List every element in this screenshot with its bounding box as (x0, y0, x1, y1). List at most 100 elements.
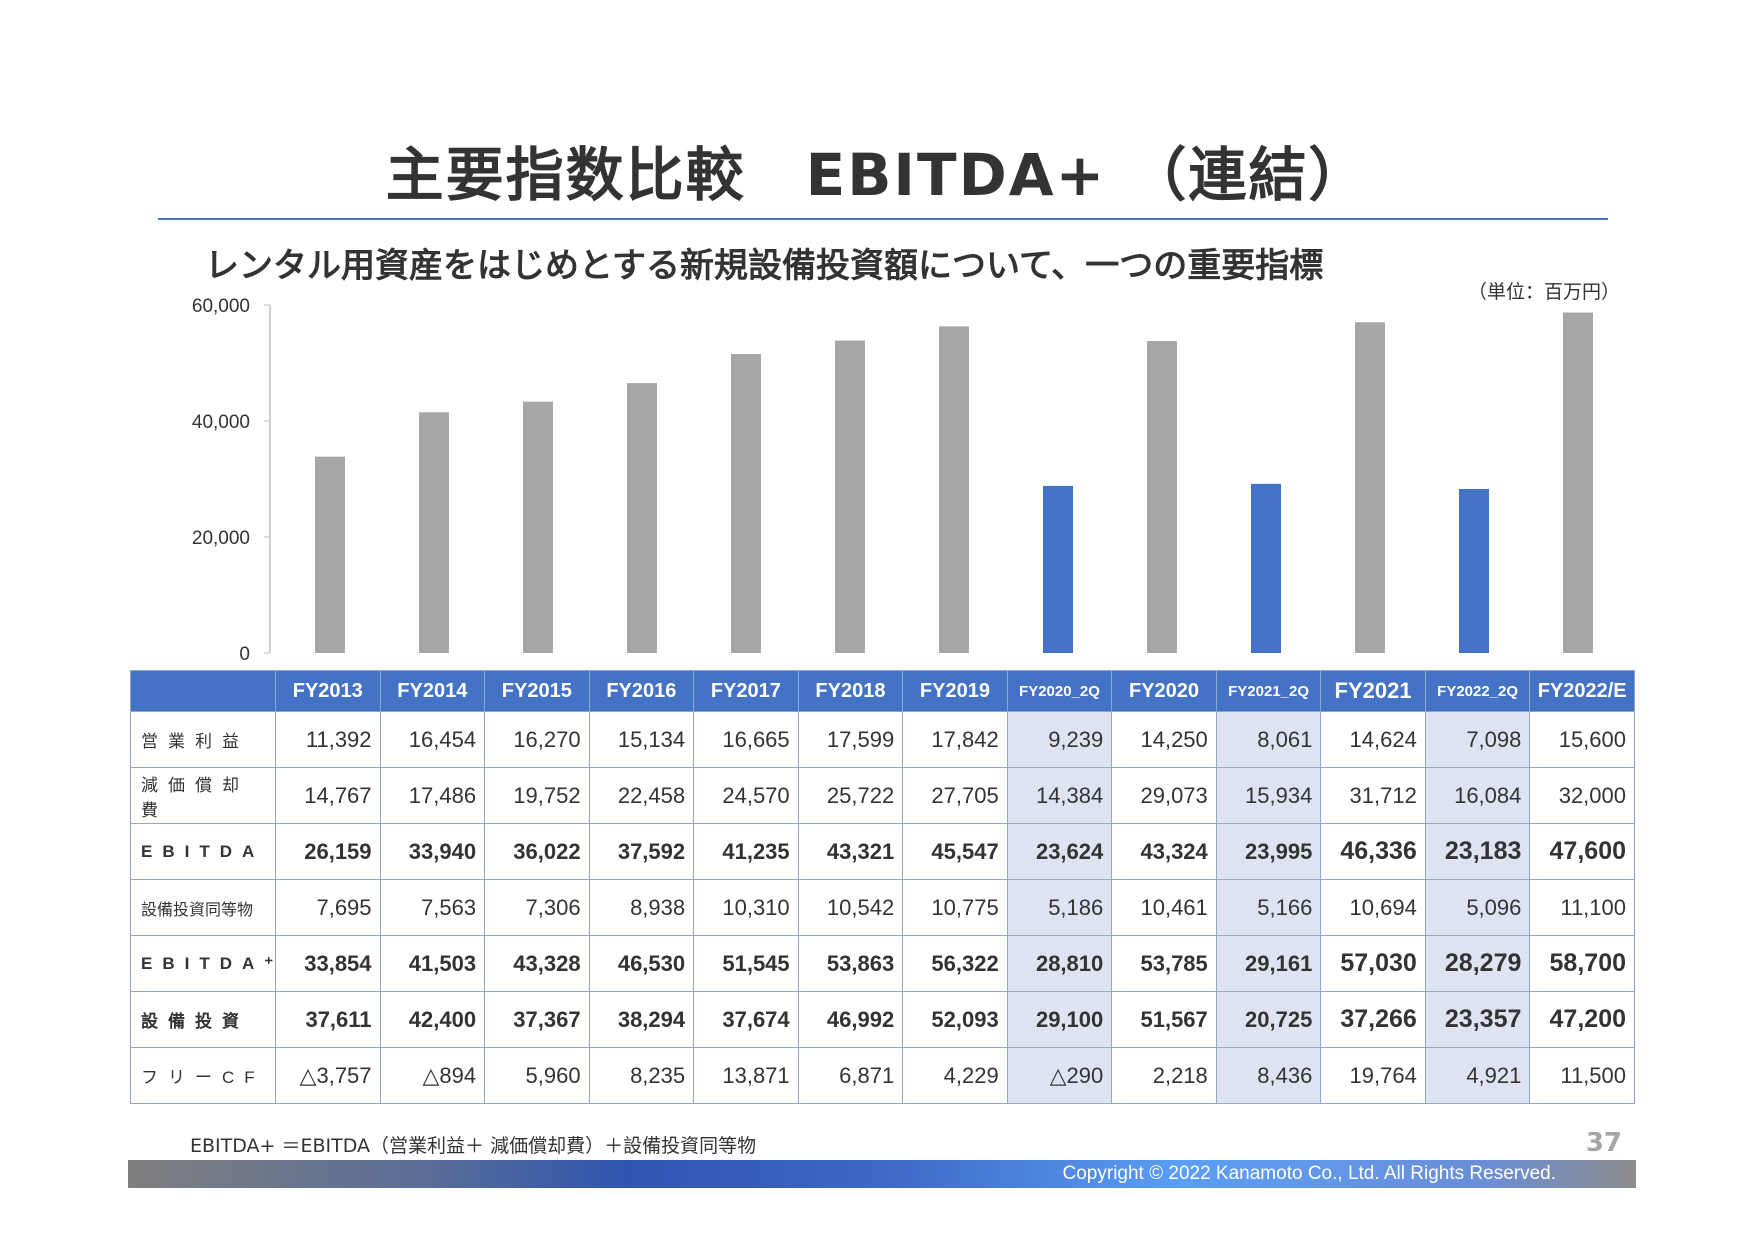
col-header-FY2019: FY2019 (902, 670, 1008, 712)
title-divider (158, 218, 1608, 220)
table-cell: 37,367 (484, 991, 590, 1048)
bar-FY2016 (627, 383, 657, 653)
table-cell: 46,992 (797, 991, 904, 1048)
table-cell: 24,570 (693, 767, 799, 824)
table-header-row: FY2013 FY2014 FY2015 FY2016 FY2017 FY2018 FY20… (130, 670, 1635, 712)
table-cell: 7,098 (1424, 711, 1531, 768)
table-cell: 10,694 (1320, 879, 1426, 936)
bar-FY2021 (1355, 322, 1385, 653)
table-cell: 16,270 (484, 711, 590, 768)
table-cell: 45,547 (902, 823, 1008, 880)
table-cell: 4,921 (1424, 1047, 1531, 1104)
col-header-FY2018: FY2018 (797, 670, 904, 712)
table-cell: 22,458 (588, 767, 695, 824)
bar-FY2018 (835, 340, 865, 653)
table-cell: 57,030 (1320, 935, 1426, 992)
table-cell: 58,700 (1529, 935, 1635, 992)
table-cell: 16,084 (1424, 767, 1531, 824)
table-cell: 9,239 (1006, 711, 1113, 768)
table-row: 営業利益 11,392 16,454 16,270 15,134 16,665 17,599… (130, 711, 1635, 768)
table-cell: 47,600 (1529, 823, 1635, 880)
bar-FY2015 (523, 401, 553, 653)
table-cell: 46,336 (1320, 823, 1426, 880)
y-tick-label: 0 (239, 644, 250, 665)
bar-chart: 0 20,000 40,000 60,000 (192, 296, 1593, 665)
row-label: EBITDA⁺ (130, 935, 276, 992)
col-header-FY2022_2Q: FY2022_2Q (1424, 670, 1531, 712)
table-cell: 11,500 (1529, 1047, 1635, 1104)
row-label: 営業利益 (130, 711, 276, 768)
col-header-FY2020_2Q: FY2020_2Q (1006, 670, 1113, 712)
table-cell: △894 (379, 1047, 486, 1104)
table-cell: 10,775 (902, 879, 1008, 936)
table-cell: 5,186 (1006, 879, 1113, 936)
table-cell: 23,183 (1424, 823, 1531, 880)
table-cell: 46,530 (588, 935, 695, 992)
table-cell: 16,454 (379, 711, 486, 768)
table-cell: 38,294 (588, 991, 695, 1048)
table-cell: 16,665 (693, 711, 799, 768)
table-cell: 23,357 (1424, 991, 1531, 1048)
table-cell: 56,322 (902, 935, 1008, 992)
table-cell: 29,073 (1111, 767, 1217, 824)
table-cell: △3,757 (275, 1047, 381, 1104)
table-row: EBITDA⁺ 33,854 41,503 43,328 46,530 51,545 53,… (130, 935, 1635, 992)
bar-FY2013 (315, 456, 345, 653)
page-title: 主要指数比較 EBITDA+ （連結） (385, 141, 1369, 209)
table-header-corner (130, 670, 276, 712)
footnote: EBITDA+ ＝EBITDA（営業利益＋ 減価償却費）＋設備投資同等物 (190, 1135, 757, 1157)
bar-FY2014 (419, 412, 449, 653)
table-cell: 31,712 (1320, 767, 1426, 824)
table-cell: 28,279 (1424, 935, 1531, 992)
table-cell: 37,611 (275, 991, 381, 1048)
table-cell: 47,200 (1529, 991, 1635, 1048)
table-cell: 10,461 (1111, 879, 1217, 936)
col-header-FY2021_2Q: FY2021_2Q (1215, 670, 1322, 712)
table-cell: 11,392 (275, 711, 381, 768)
table-row: 減価償却費 14,767 17,486 19,752 22,458 24,570 25,72… (130, 767, 1635, 824)
table-cell: 7,306 (484, 879, 590, 936)
table-cell: 17,842 (902, 711, 1008, 768)
col-header-FY2021: FY2021 (1320, 670, 1426, 712)
bar-FY2017 (731, 354, 761, 653)
table-cell: 5,166 (1215, 879, 1322, 936)
table-cell: 23,624 (1006, 823, 1113, 880)
table-row: 設備投資同等物 7,695 7,563 7,306 8,938 10,310 10,542 1… (130, 879, 1635, 936)
table-cell: 36,022 (484, 823, 590, 880)
table-cell: 43,328 (484, 935, 590, 992)
table-cell: 14,767 (275, 767, 381, 824)
table-cell: 42,400 (379, 991, 486, 1048)
table-cell: 37,266 (1320, 991, 1426, 1048)
table-cell: 19,752 (484, 767, 590, 824)
page-subtitle: レンタル用資産をはじめとする新規設備投資額について、一つの重要指標 (205, 246, 1324, 286)
row-label: 設備投資同等物 (130, 879, 276, 936)
col-header-FY2016: FY2016 (588, 670, 695, 712)
table-row: フリーCF △3,757 △894 5,960 8,235 13,871 6,871 4,22… (130, 1047, 1635, 1104)
table-cell: 14,384 (1006, 767, 1113, 824)
bar-FY2022/E (1563, 312, 1593, 653)
table-cell: 10,542 (797, 879, 904, 936)
bar-FY2022_2Q (1459, 488, 1489, 653)
page-number: 37 (1585, 1128, 1622, 1158)
table-cell: 5,960 (484, 1047, 590, 1104)
row-label: フリーCF (130, 1047, 276, 1104)
table-cell: 51,567 (1111, 991, 1217, 1048)
table-cell: 23,995 (1215, 823, 1322, 880)
table-cell: 2,218 (1111, 1047, 1217, 1104)
unit-label: （単位：百万円） (1467, 281, 1620, 303)
table-cell: 5,096 (1424, 879, 1531, 936)
table-cell: 26,159 (275, 823, 381, 880)
table-cell: 10,310 (693, 879, 799, 936)
table-cell: 17,599 (797, 711, 904, 768)
table-cell: 17,486 (379, 767, 486, 824)
table-cell: 29,161 (1215, 935, 1322, 992)
table-cell: 33,940 (379, 823, 486, 880)
table-row: 設備投資 37,611 42,400 37,367 38,294 37,674 46,992… (130, 991, 1635, 1048)
table-cell: 43,321 (797, 823, 904, 880)
row-label: 設備投資 (130, 991, 276, 1048)
y-axis: 0 20,000 40,000 60,000 (192, 296, 271, 665)
table-cell: 25,722 (797, 767, 904, 824)
table-cell: 14,250 (1111, 711, 1217, 768)
table-cell: 53,863 (797, 935, 904, 992)
table-cell: △290 (1006, 1047, 1113, 1104)
